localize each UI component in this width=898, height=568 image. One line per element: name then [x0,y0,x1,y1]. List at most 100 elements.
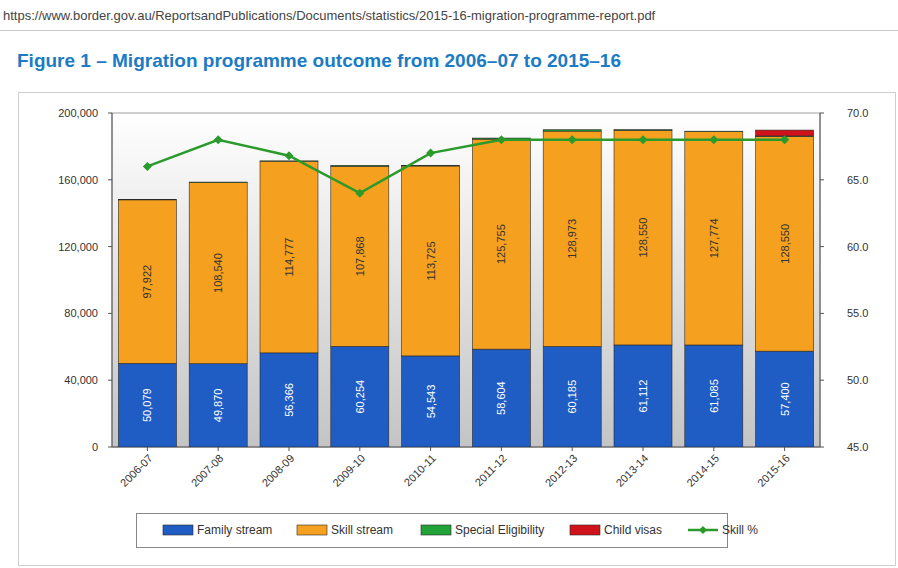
marker [355,189,364,198]
data-label: 61,112 [637,380,649,413]
bar [614,130,672,345]
x-tick-label: 2012-13 [543,452,580,489]
x-tick-label: 2006-07 [118,452,155,489]
marker [497,135,506,144]
data-label: 125,755 [495,224,507,264]
data-label: 127,774 [708,218,720,258]
bar [331,166,389,346]
x-tick [147,447,148,451]
y2-tick-label: 65.0 [847,174,868,186]
data-label: 61,085 [708,379,720,413]
bar [260,160,318,161]
x-tick-label: 2015-16 [755,452,792,489]
data-label: 60,185 [566,380,578,414]
bar [543,131,601,346]
data-label: 54,543 [425,385,437,419]
x-tick-label: 2010-11 [402,452,438,488]
x-tick [289,447,290,451]
y2-tick-label: 50.0 [847,374,868,386]
plot-area [112,113,820,447]
x-tick-label: 2007-08 [189,452,226,489]
bar [118,363,176,447]
url-text: https://www.border.gov.au/ReportsandPubl… [3,8,656,23]
chart-svg: https://www.border.gov.au/ReportsandPubl… [0,0,898,568]
y2-tick [820,313,824,314]
bar [614,129,672,131]
x-tick-label: 2014-15 [684,452,721,489]
bar [331,165,389,167]
legend-swatch [163,525,193,535]
bar [685,132,743,345]
bar [472,349,530,447]
data-label: 97,922 [141,265,153,299]
legend-label: Skill % [722,523,758,537]
y-tick [108,246,112,247]
url-bar-border [0,30,898,31]
x-tick [430,447,431,451]
data-label: 60,254 [354,380,366,414]
legend-swatch [297,525,327,535]
x-tick-label: 2008-09 [259,452,296,489]
legend-label: Special Eligibility [455,523,544,537]
data-label: 128,550 [779,224,791,264]
legend-label: Child visas [604,523,662,537]
legend: Family stream Skill stream Special Eligibi… [137,514,759,548]
y2-axis [820,113,821,447]
y2-tick-label: 70.0 [847,107,868,119]
x-tick [501,447,502,451]
data-label: 128,550 [637,218,649,258]
x-tick [218,447,219,451]
marker [709,135,718,144]
y-tick [108,113,112,114]
marker [143,162,152,171]
y-tick-label: 160,000 [58,174,98,186]
y-tick-label: 40,000 [64,374,98,386]
data-label: 114,777 [283,238,295,277]
data-label: 50,079 [141,388,153,422]
data-label: 128,973 [566,219,578,259]
data-label: 57,400 [779,382,791,416]
bar [756,136,814,351]
data-label: 49,870 [212,389,224,423]
legend-label: Skill stream [331,523,393,537]
legend-box [137,514,728,548]
bar [260,161,318,353]
y2-tick [820,179,824,180]
bar [402,356,460,447]
legend-label: Family stream [197,523,272,537]
y-tick-label: 0 [92,441,98,453]
bar [118,199,176,200]
marker [285,151,294,160]
y-tick-label: 200,000 [58,107,98,119]
x-tick [359,447,360,451]
bar [472,139,530,349]
marker [426,149,435,158]
x-tick [643,447,644,451]
y2-tick-label: 60.0 [847,241,868,253]
line [147,140,784,193]
y-tick-label: 80,000 [64,307,98,319]
bar [189,182,247,363]
bar [543,130,601,131]
bar [614,345,672,447]
marker [780,135,789,144]
bar [685,345,743,447]
y2-tick-label: 55.0 [847,307,868,319]
y2-tick [820,447,824,448]
legend-swatch [570,525,600,535]
bar [756,351,814,447]
y-tick [108,313,112,314]
bar [543,346,601,447]
x-tick [713,447,714,451]
x-tick-label: 2009-10 [330,452,367,489]
bar [685,131,743,132]
data-label: 108,540 [212,253,224,293]
data-label: 107,868 [354,236,366,276]
y2-tick [820,113,824,114]
chart-frame [19,93,896,566]
y-tick-label: 120,000 [58,241,98,253]
bar [189,364,247,447]
bar [260,353,318,447]
y2-tick-label: 45.0 [847,441,868,453]
x-tick [572,447,573,451]
